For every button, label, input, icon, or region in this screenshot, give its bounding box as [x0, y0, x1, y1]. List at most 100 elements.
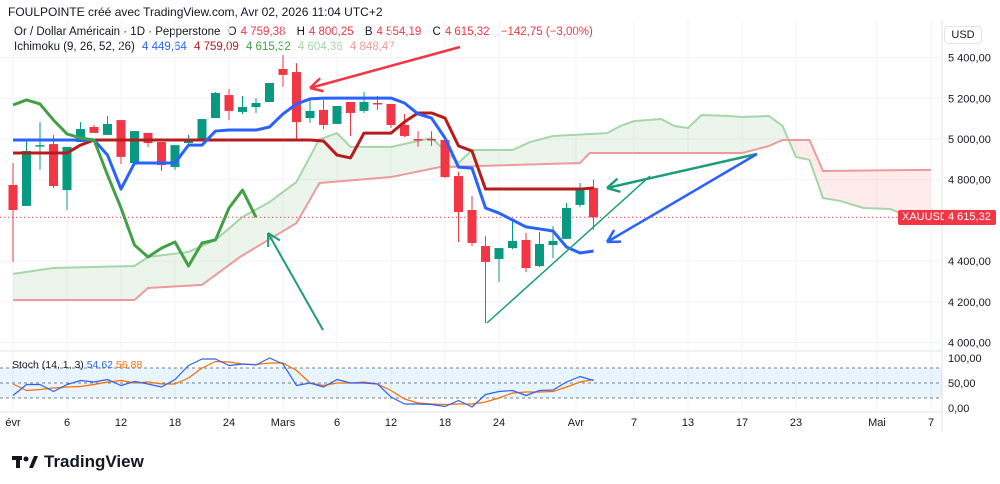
currency-button[interactable]: USD — [944, 26, 982, 44]
kumo-cloud-fill — [566, 134, 574, 164]
kumo-cloud-fill — [883, 170, 891, 210]
kumo-cloud-fill — [573, 134, 580, 164]
symbol-name[interactable]: Or / Dollar Américain · 1D · Pepperstone — [14, 26, 221, 38]
kumo-cloud-fill — [262, 202, 270, 244]
candle-body — [589, 187, 598, 218]
last-price-tag: 4 615,32 — [944, 210, 996, 225]
kumo-cloud-fill — [505, 149, 513, 166]
kumo-cloud-fill — [195, 245, 202, 286]
kumo-cloud-fill — [519, 143, 526, 165]
candle-body — [400, 124, 409, 136]
candle — [251, 98, 261, 113]
candle — [22, 140, 31, 206]
kumo-cloud-fill — [735, 116, 742, 154]
teal-arrow-resistance-head — [606, 177, 619, 189]
candle — [224, 88, 234, 121]
tradingview-logo[interactable]: TradingView — [12, 452, 144, 472]
kumo-cloud-fill — [593, 133, 601, 154]
price-tick-label: 5 000,00 — [948, 134, 991, 146]
candle — [332, 106, 342, 124]
candle — [89, 124, 99, 133]
kumo-cloud-fill — [215, 234, 223, 275]
symbol-price-tag: XAUUSD — [898, 210, 952, 225]
red-arrow-drawing — [309, 45, 461, 93]
candle-body — [251, 102, 261, 108]
ichimoku-legend[interactable]: Ichimoku (9, 26, 52, 26) 4 449,64 4 759,… — [14, 41, 399, 53]
span-b-value: 4 848,47 — [349, 41, 395, 53]
candle-body — [548, 240, 558, 246]
candle-body — [278, 68, 288, 75]
kumo-cloud-fill — [148, 256, 155, 288]
candle-body — [157, 142, 166, 166]
teal-arrow-drawing-head — [267, 232, 281, 242]
symbol-legend[interactable]: Or / Dollar Américain · 1D · Pepperstone… — [14, 26, 597, 38]
candle — [49, 134, 58, 189]
candle-body — [373, 102, 382, 105]
candle-body — [238, 107, 247, 112]
change-value: −142,75 (−3,00%) — [500, 26, 593, 38]
candle — [238, 96, 247, 114]
high-label: H — [296, 26, 305, 38]
candle — [454, 171, 463, 242]
kumo-cloud-fill — [397, 143, 405, 176]
candle — [562, 202, 571, 239]
kumo-cloud-fill — [60, 267, 67, 300]
kumo-cloud-fill — [296, 169, 304, 224]
kumo-cloud-fill — [553, 135, 560, 164]
kumo-cloud-fill — [19, 271, 27, 300]
candle-body — [292, 72, 301, 123]
kumo-cloud-fill — [863, 170, 871, 209]
candle — [8, 163, 18, 262]
kumo-cloud-fill — [100, 266, 108, 300]
candle-body — [575, 188, 585, 205]
teal-arrow-resistance-shaft — [606, 152, 758, 190]
candle-body — [103, 123, 112, 135]
kumo-cloud-fill — [607, 129, 614, 154]
kumo-cloud-fill — [242, 213, 250, 256]
kumo-cloud-fill — [127, 265, 135, 300]
kijun-sen-line — [13, 111, 594, 191]
kumo-cloud-fill — [904, 170, 911, 217]
candle — [130, 131, 139, 167]
candle — [386, 103, 396, 129]
kumo-cloud-fill — [114, 266, 121, 300]
candle — [319, 99, 328, 130]
kumo-cloud-fill — [748, 116, 756, 152]
kumo-cloud-fill — [46, 268, 54, 300]
kumo-cloud-fill — [850, 170, 857, 206]
chikou-span-line — [12, 98, 258, 268]
kumo-cloud-fill — [917, 169, 925, 219]
time-tick-label: 18 — [439, 417, 451, 429]
kumo-cloud-fill — [775, 120, 783, 143]
time-tick-label: Avr — [568, 417, 585, 429]
kumo-cloud-fill — [168, 253, 175, 287]
span-a-value: 4 604,36 — [297, 41, 343, 53]
kumo-cloud-fill — [485, 149, 493, 166]
stoch-legend[interactable]: Stoch (14, 1, 3) 54,62 56,88 — [12, 359, 142, 371]
teal-arrow-drawing — [267, 232, 324, 331]
low-label: B — [364, 26, 373, 38]
kumo-cloud-fill — [681, 126, 688, 154]
kumo-cloud-fill — [310, 144, 317, 200]
kumo-cloud-fill — [492, 149, 499, 166]
blue-arrow-support-shaft — [606, 152, 758, 244]
candle-body — [467, 210, 477, 243]
kumo-cloud-fill — [708, 115, 715, 154]
candle-body — [440, 140, 450, 178]
candle-body — [76, 129, 85, 143]
red-arrow-drawing-shaft — [309, 45, 461, 90]
kumo-cloud-fill — [391, 145, 398, 178]
stoch-label[interactable]: Stoch (14, 1, 3) — [12, 359, 84, 371]
kumo-cloud-fill — [370, 146, 378, 179]
candle-body — [332, 106, 342, 124]
ichimoku-label[interactable]: Ichimoku (9, 26, 52, 26) — [14, 41, 135, 53]
kumo-cloud-fill — [647, 119, 655, 154]
time-tick-label: 23 — [790, 417, 802, 429]
candle-body — [116, 120, 126, 157]
kumo-cloud-fill — [823, 170, 830, 200]
kumo-cloud-fill — [478, 149, 486, 166]
kumo-cloud-fill — [559, 135, 567, 164]
low-value: 4 554,19 — [376, 26, 422, 38]
kumo-cloud-fill — [634, 120, 641, 154]
